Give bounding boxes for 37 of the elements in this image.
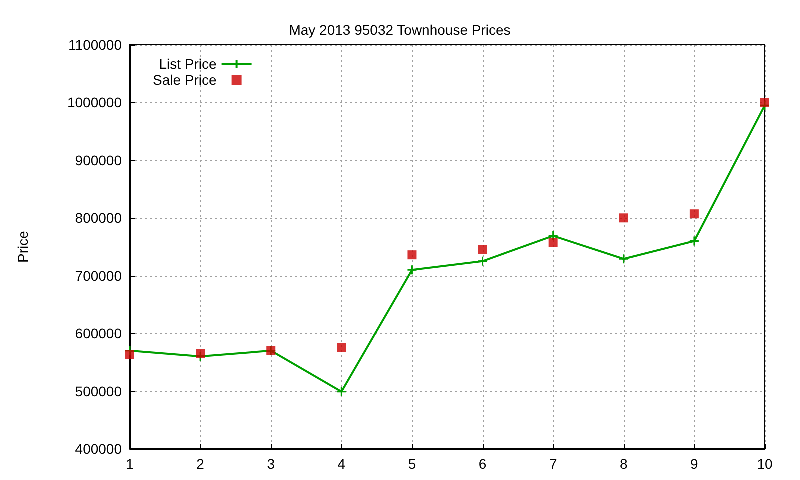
y-tick-label: 900000 bbox=[75, 152, 122, 168]
y-tick-label: 500000 bbox=[75, 383, 122, 400]
chart-title: May 2013 95032 Townhouse Prices bbox=[289, 22, 511, 38]
y-tick-label: 1100000 bbox=[68, 37, 122, 53]
point bbox=[336, 386, 347, 398]
y-axis-title: Price bbox=[15, 230, 31, 263]
point bbox=[760, 98, 770, 108]
legend-label: Sale Price bbox=[152, 72, 218, 88]
x-tick-label: 1 bbox=[126, 456, 134, 472]
y-tick-label: 800000 bbox=[75, 210, 122, 226]
x-tick-label: 3 bbox=[267, 456, 276, 472]
point bbox=[690, 210, 699, 219]
x-tick-label: 7 bbox=[549, 456, 558, 472]
point bbox=[619, 214, 628, 223]
point bbox=[408, 250, 417, 260]
y-tick-label: 400000 bbox=[75, 441, 122, 457]
x-tick-label: 10 bbox=[757, 456, 773, 472]
x-tick-label: 2 bbox=[196, 456, 205, 472]
x-tick-label: 9 bbox=[690, 456, 699, 472]
y-tick-label: 600000 bbox=[75, 326, 122, 342]
y-tick-label: 700000 bbox=[75, 268, 122, 284]
x-tick-label: 5 bbox=[408, 456, 416, 472]
point bbox=[478, 245, 488, 254]
x-tick-label: 6 bbox=[478, 456, 487, 472]
x-tick-label: 8 bbox=[620, 456, 628, 472]
point bbox=[126, 350, 134, 360]
y-tick-label: 1000000 bbox=[67, 94, 122, 111]
legend-label: List Price bbox=[159, 56, 218, 72]
x-tick-label: 4 bbox=[338, 456, 346, 472]
point bbox=[618, 254, 630, 264]
point bbox=[689, 236, 700, 246]
point bbox=[196, 349, 206, 358]
point bbox=[548, 230, 559, 242]
point bbox=[406, 264, 418, 276]
point bbox=[478, 256, 488, 267]
point bbox=[548, 238, 558, 248]
point bbox=[337, 344, 346, 352]
